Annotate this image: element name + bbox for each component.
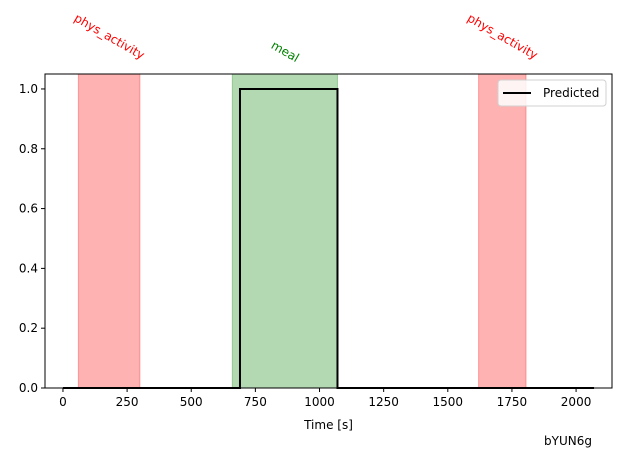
x-axis-label: Time [s] (303, 418, 353, 432)
y-tick-label: 0.4 (19, 261, 38, 275)
event-span-label-2: phys_activity (465, 11, 540, 63)
y-tick-label: 0.6 (19, 202, 38, 216)
y-tick-label: 0.0 (19, 381, 38, 395)
y-tick-label: 0.2 (19, 321, 38, 335)
plot-frame (44, 73, 613, 389)
x-axis-ticks: 0 250 500 750 1000 1250 1500 1750 2000 (59, 388, 591, 409)
x-tick-label: 750 (244, 395, 267, 409)
x-tick-label: 1500 (433, 395, 464, 409)
x-tick-label: 500 (180, 395, 203, 409)
legend: Predicted (497, 79, 607, 107)
legend-box (497, 79, 607, 107)
event-span-1 (231, 73, 338, 389)
watermark-text: bYUN6g (544, 434, 592, 448)
event-spans (77, 73, 527, 389)
event-span-label-0: phys_activity (72, 11, 147, 63)
y-axis-ticks: 0.0 0.2 0.4 0.6 0.8 1.0 (19, 82, 45, 395)
event-span-label-1: meal (269, 38, 302, 65)
x-tick-label: 2000 (561, 395, 592, 409)
x-tick-label: 0 (59, 395, 67, 409)
y-tick-label: 0.8 (19, 142, 38, 156)
x-tick-label: 1000 (304, 395, 335, 409)
x-tick-label: 250 (116, 395, 139, 409)
x-tick-label: 1750 (497, 395, 528, 409)
event-span-0 (77, 73, 141, 389)
legend-label: Predicted (543, 86, 599, 100)
y-tick-label: 1.0 (19, 82, 38, 96)
x-tick-label: 1250 (368, 395, 399, 409)
event-span-2 (478, 73, 527, 389)
